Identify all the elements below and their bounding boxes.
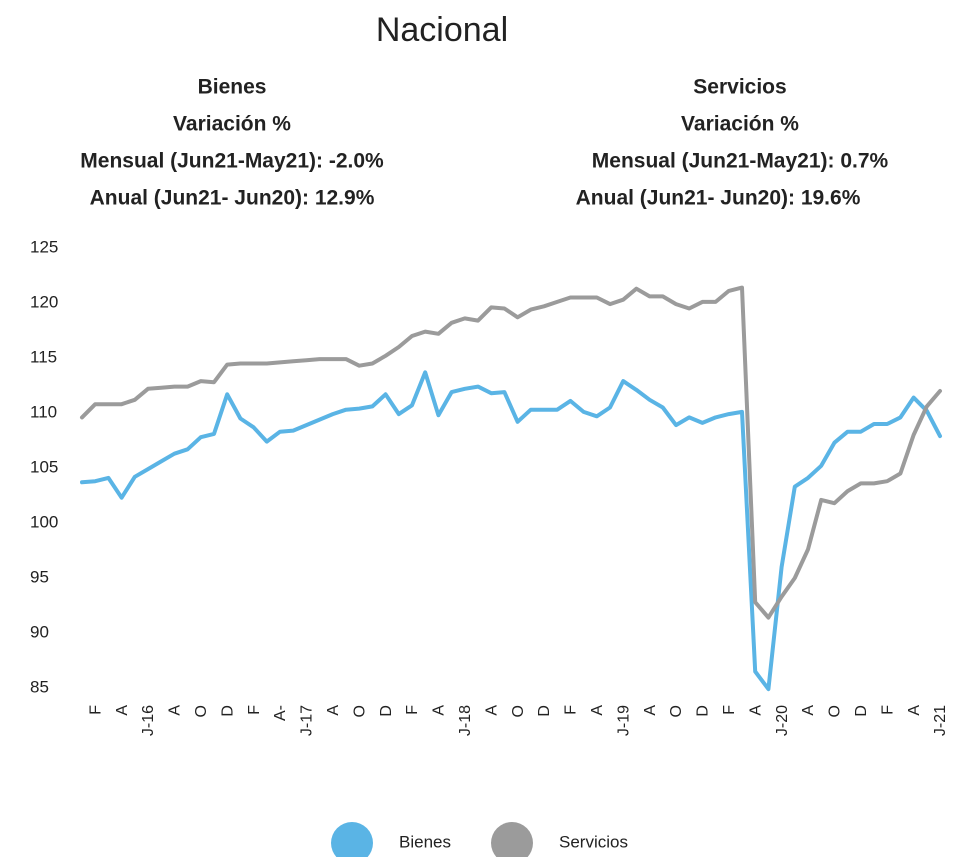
x-tick-label: A bbox=[906, 705, 923, 716]
x-tick-label: D bbox=[695, 705, 712, 717]
x-tick-label: F bbox=[563, 705, 580, 715]
y-tick-label: 110 bbox=[30, 402, 57, 421]
x-tick-label: D bbox=[378, 705, 395, 717]
y-tick-label: 100 bbox=[30, 512, 58, 531]
line bbox=[80, 370, 942, 692]
x-tick-label: O bbox=[668, 705, 685, 717]
x-tick-label: A bbox=[167, 705, 184, 716]
x-tick-label: A bbox=[483, 705, 500, 716]
line bbox=[80, 285, 942, 620]
x-tick-label: A bbox=[747, 705, 764, 716]
x-tick-label: A bbox=[800, 705, 817, 716]
x-tick-label: D bbox=[853, 705, 870, 717]
x-tick-label: F bbox=[246, 705, 263, 715]
x-tick-label: F bbox=[87, 705, 104, 715]
x-tick-label: O bbox=[827, 705, 844, 717]
annotation: Anual (Jun21- Jun20): 12.9% bbox=[90, 187, 375, 210]
x-tick-label: O bbox=[351, 705, 368, 717]
x-tick-label: J-17 bbox=[299, 705, 316, 736]
y-tick-label: 120 bbox=[30, 292, 58, 311]
annotation: Variación % bbox=[173, 113, 291, 136]
x-tick-label: J-19 bbox=[615, 705, 632, 736]
x-tick-label: A bbox=[431, 705, 448, 716]
x-tick-label: D bbox=[219, 705, 236, 717]
annotation: Mensual (Jun21-May21): 0.7% bbox=[592, 150, 889, 173]
x-tick-label: O bbox=[510, 705, 527, 717]
annotation: Mensual (Jun21-May21): -2.0% bbox=[80, 150, 384, 173]
legend-swatch bbox=[331, 822, 373, 857]
annotation: Variación % bbox=[681, 113, 799, 136]
x-tick-label: A bbox=[114, 705, 131, 716]
annotation: Anual (Jun21- Jun20): 19.6% bbox=[576, 187, 861, 210]
x-tick-label: F bbox=[404, 705, 421, 715]
x-tick-label: F bbox=[721, 705, 738, 715]
annotation: Bienes bbox=[198, 76, 267, 99]
x-tick-label: J-18 bbox=[457, 705, 474, 736]
x-tick-label: A bbox=[325, 705, 342, 716]
x-tick-label: J-20 bbox=[774, 705, 791, 736]
x-tick-label: O bbox=[193, 705, 210, 717]
legend-swatch bbox=[491, 822, 533, 857]
y-tick-label: 95 bbox=[30, 567, 49, 586]
y-tick-label: 85 bbox=[30, 677, 49, 696]
x-tick-label: A bbox=[589, 705, 606, 716]
legend-label: Servicios bbox=[559, 832, 628, 851]
chart-title: Nacional bbox=[376, 11, 508, 49]
x-tick-label: F bbox=[879, 705, 896, 715]
legend-label: Bienes bbox=[399, 832, 451, 851]
x-tick-label: J-16 bbox=[140, 705, 157, 736]
x-tick-label: A- bbox=[272, 705, 289, 721]
annotation: Servicios bbox=[693, 76, 786, 99]
y-tick-label: 90 bbox=[30, 622, 49, 641]
x-tick-label: J-21 bbox=[932, 705, 949, 736]
y-tick-label: 115 bbox=[30, 347, 57, 366]
x-tick-label: A bbox=[642, 705, 659, 716]
x-tick-label: D bbox=[536, 705, 553, 717]
y-tick-label: 125 bbox=[30, 237, 58, 256]
y-tick-label: 105 bbox=[30, 457, 58, 476]
